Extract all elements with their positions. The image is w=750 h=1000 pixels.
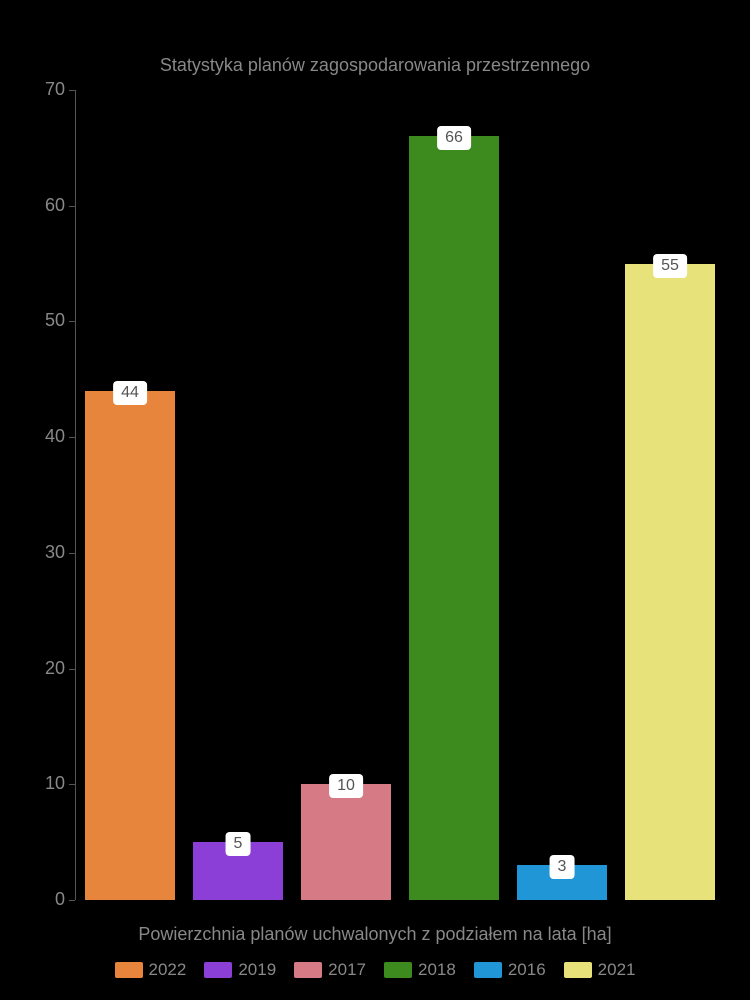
legend-swatch (474, 962, 502, 978)
value-label-2021: 55 (653, 254, 687, 278)
legend-swatch (564, 962, 592, 978)
y-tick-label: 0 (25, 889, 65, 910)
legend-label: 2019 (238, 960, 276, 980)
legend-label: 2016 (508, 960, 546, 980)
legend-item-2016: 2016 (474, 960, 546, 980)
y-tick-mark (69, 321, 75, 322)
chart-title: Statystyka planów zagospodarowania przes… (0, 55, 750, 76)
legend-label: 2017 (328, 960, 366, 980)
bar-2021 (625, 264, 715, 900)
y-tick-mark (69, 669, 75, 670)
y-tick-label: 60 (25, 195, 65, 216)
y-tick-label: 50 (25, 310, 65, 331)
y-tick-label: 30 (25, 542, 65, 563)
y-tick-mark (69, 90, 75, 91)
legend-item-2017: 2017 (294, 960, 366, 980)
legend-swatch (115, 962, 143, 978)
legend-item-2022: 2022 (115, 960, 187, 980)
y-tick-label: 40 (25, 426, 65, 447)
plot-area: 4451066355 010203040506070 (75, 90, 725, 900)
legend-swatch (204, 962, 232, 978)
legend-label: 2018 (418, 960, 456, 980)
legend-swatch (294, 962, 322, 978)
value-label-2017: 10 (329, 774, 363, 798)
bar-2018 (409, 136, 499, 900)
y-tick-mark (69, 437, 75, 438)
bar-2022 (85, 391, 175, 900)
y-tick-mark (69, 553, 75, 554)
y-tick-mark (69, 206, 75, 207)
x-axis-title: Powierzchnia planów uchwalonych z podzia… (0, 924, 750, 945)
value-label-2022: 44 (113, 381, 147, 405)
legend-item-2021: 2021 (564, 960, 636, 980)
legend-item-2018: 2018 (384, 960, 456, 980)
legend-label: 2021 (598, 960, 636, 980)
y-tick-label: 70 (25, 79, 65, 100)
y-tick-label: 20 (25, 658, 65, 679)
y-axis-line (75, 90, 76, 900)
y-tick-mark (69, 784, 75, 785)
legend-label: 2022 (149, 960, 187, 980)
legend-item-2019: 2019 (204, 960, 276, 980)
value-label-2018: 66 (437, 126, 471, 150)
value-label-2016: 3 (550, 855, 575, 879)
bar-2017 (301, 784, 391, 900)
legend: 2022 2019 2017 2018 2016 2021 (0, 960, 750, 980)
legend-swatch (384, 962, 412, 978)
chart-container: Statystyka planów zagospodarowania przes… (0, 0, 750, 1000)
y-tick-mark (69, 900, 75, 901)
value-label-2019: 5 (226, 832, 251, 856)
y-tick-label: 10 (25, 773, 65, 794)
